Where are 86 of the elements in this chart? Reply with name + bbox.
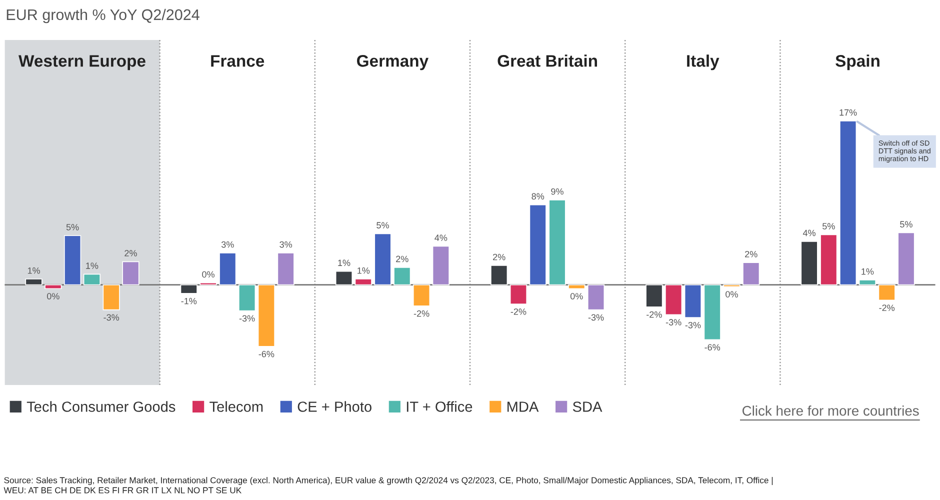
data-label: 2% xyxy=(124,250,137,256)
legend-label: Tech Consumer Goods xyxy=(26,401,176,412)
bar xyxy=(180,284,198,294)
bar xyxy=(490,265,508,286)
bar xyxy=(529,204,546,286)
data-label: -2% xyxy=(510,308,526,315)
data-label: -2% xyxy=(879,304,895,311)
data-label: 2% xyxy=(493,254,506,260)
bar xyxy=(354,278,372,286)
bar xyxy=(548,200,566,286)
data-label: 8% xyxy=(532,193,544,200)
bar xyxy=(335,270,353,286)
data-label: 1% xyxy=(862,268,874,275)
legend-label: Telecom xyxy=(210,401,263,412)
data-label: 1% xyxy=(28,267,40,274)
legend-label: SDA xyxy=(572,402,602,412)
bar xyxy=(238,284,256,312)
x-tick-label: Western Europe xyxy=(18,55,146,70)
chart-title: EUR growth % YoY Q2/2024 xyxy=(6,8,200,24)
bar xyxy=(394,267,411,286)
data-label: 1% xyxy=(358,267,370,274)
data-label: -2% xyxy=(414,310,430,317)
bar xyxy=(277,252,294,286)
bar xyxy=(412,284,430,306)
bar xyxy=(898,232,915,286)
data-label: 0% xyxy=(570,293,583,300)
x-tick-label: Italy xyxy=(687,54,720,70)
data-label: -3% xyxy=(239,315,255,322)
data-label: 0% xyxy=(726,291,738,298)
bar xyxy=(646,284,663,308)
bar xyxy=(83,274,101,286)
data-label: 9% xyxy=(551,188,564,195)
data-label: -2% xyxy=(646,311,662,318)
x-tick-label: Great Britain xyxy=(498,54,597,67)
data-label: -6% xyxy=(704,344,720,351)
data-label: 4% xyxy=(434,234,448,241)
bar xyxy=(878,284,896,301)
data-label: 5% xyxy=(376,222,389,228)
legend-label: IT + Office xyxy=(406,401,472,412)
legend-label: CE + Photo xyxy=(298,401,372,412)
data-label: 5% xyxy=(822,223,835,230)
data-label: 0% xyxy=(46,293,60,300)
data-label: 4% xyxy=(802,230,816,236)
data-label: -3% xyxy=(588,314,604,321)
bar xyxy=(820,234,838,286)
data-label: 1% xyxy=(86,262,98,269)
bar xyxy=(510,284,528,304)
data-label: 0% xyxy=(202,271,214,278)
bar xyxy=(587,284,605,310)
x-tick-label: France xyxy=(211,55,264,67)
bar xyxy=(704,284,721,340)
bar xyxy=(800,240,818,286)
data-label: -3% xyxy=(685,322,701,328)
bar xyxy=(374,233,392,286)
data-label: 17% xyxy=(840,109,857,116)
bar xyxy=(858,280,876,286)
bar xyxy=(25,278,42,286)
data-label: -3% xyxy=(104,314,120,321)
bar xyxy=(432,246,450,286)
bar xyxy=(742,262,760,286)
text: WEU: AT BE CH DE DK ES FI FR GR IT LX NL NO PT SE UK xyxy=(4,487,242,494)
bar xyxy=(44,284,62,290)
bar xyxy=(122,261,140,286)
source-note: Source: Sales Tracking, Retailer Market, International Coverage (excl. North America), EUR value & growth Q2/2024 vs Q2/2023, CE, Photo, Small/Major Domestic Appliances, SDA, Telecom, IT, Office | xyxy=(4,476,773,486)
bar xyxy=(219,252,236,286)
data-label: 1% xyxy=(338,260,350,266)
text: Click here for more countries xyxy=(742,406,919,416)
data-label: -6% xyxy=(258,350,274,358)
data-label: 2% xyxy=(396,256,408,262)
bar xyxy=(258,284,275,347)
bar xyxy=(568,284,586,290)
data-label: 2% xyxy=(745,250,758,258)
bar xyxy=(102,284,120,310)
bar xyxy=(839,120,857,286)
bar xyxy=(64,235,82,286)
data-label: 3% xyxy=(221,241,234,248)
legend-label: MDA xyxy=(508,402,539,412)
data-label: 3% xyxy=(280,241,292,248)
data-label: -1% xyxy=(181,298,197,304)
x-tick-label: Spain xyxy=(836,54,880,70)
x-tick-label: Germany xyxy=(357,55,428,70)
data-label: 5% xyxy=(66,224,79,230)
data-label: 5% xyxy=(900,221,912,228)
data-label: -3% xyxy=(666,319,682,326)
bar xyxy=(684,284,702,318)
bar xyxy=(665,284,682,316)
